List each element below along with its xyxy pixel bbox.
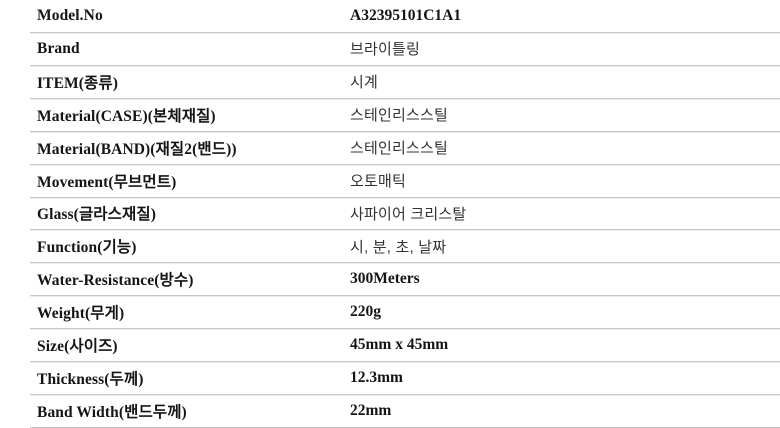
spec-label: Glass(글라스재질) bbox=[37, 206, 157, 224]
spec-label: Material(CASE)(본체재질) bbox=[37, 107, 216, 125]
spec-value: 사파이어 크리스탈 bbox=[350, 205, 467, 223]
spec-label: Brand bbox=[37, 39, 80, 57]
spec-value: 시, 분, 초, 날짜 bbox=[350, 238, 447, 256]
spec-label: Size(사이즈) bbox=[37, 338, 118, 356]
spec-label: Model.No bbox=[37, 6, 103, 24]
table-row: Thickness(두께) 12.3mm bbox=[30, 362, 780, 396]
spec-value: 300Meters bbox=[350, 270, 420, 288]
table-row: Glass(글라스재질) 사파이어 크리스탈 bbox=[30, 198, 780, 231]
spec-label: Function(기능) bbox=[37, 239, 137, 257]
table-row: Weight(무게) 220g bbox=[30, 296, 780, 330]
spec-value: 스테인리스스틸 bbox=[350, 107, 449, 125]
spec-value: 브라이틀링 bbox=[350, 41, 421, 59]
spec-value: 22mm bbox=[350, 402, 392, 420]
product-spec-table: Model.No A32395101C1A1 Brand 브라이틀링 ITEM(… bbox=[30, 0, 780, 428]
table-row: Movement(무브먼트) 오토매틱 bbox=[30, 165, 780, 198]
spec-value: 220g bbox=[350, 303, 381, 321]
spec-label: Water-Resistance(방수) bbox=[37, 272, 194, 290]
spec-value: 오토매틱 bbox=[350, 173, 407, 191]
spec-value: 스테인리스스틸 bbox=[350, 140, 449, 158]
spec-value: A32395101C1A1 bbox=[350, 6, 462, 24]
spec-value: 45mm x 45mm bbox=[350, 336, 449, 354]
spec-label: ITEM(종류) bbox=[37, 74, 118, 92]
spec-value: 12.3mm bbox=[350, 369, 403, 387]
table-row: Size(사이즈) 45mm x 45mm bbox=[30, 329, 780, 363]
table-row: Brand 브라이틀링 bbox=[30, 33, 780, 66]
table-row: Model.No A32395101C1A1 bbox=[30, 0, 780, 33]
table-row: Function(기능) 시, 분, 초, 날짜 bbox=[30, 230, 780, 264]
spec-value: 시계 bbox=[350, 74, 379, 92]
table-row: Water-Resistance(방수) 300Meters bbox=[30, 263, 780, 297]
spec-label: Weight(무게) bbox=[37, 305, 125, 323]
spec-label: Movement(무브먼트) bbox=[37, 173, 177, 191]
table-row: Material(CASE)(본체재질) 스테인리스스틸 bbox=[30, 99, 780, 132]
spec-label: Band Width(밴드두께) bbox=[37, 404, 187, 422]
table-row: Band Width(밴드두께) 22mm bbox=[30, 395, 780, 428]
spec-label: Thickness(두께) bbox=[37, 371, 144, 389]
table-row: ITEM(종류) 시계 bbox=[30, 66, 780, 99]
spec-label: Material(BAND)(재질2(밴드)) bbox=[37, 140, 237, 158]
table-row: Material(BAND)(재질2(밴드)) 스테인리스스틸 bbox=[30, 132, 780, 165]
